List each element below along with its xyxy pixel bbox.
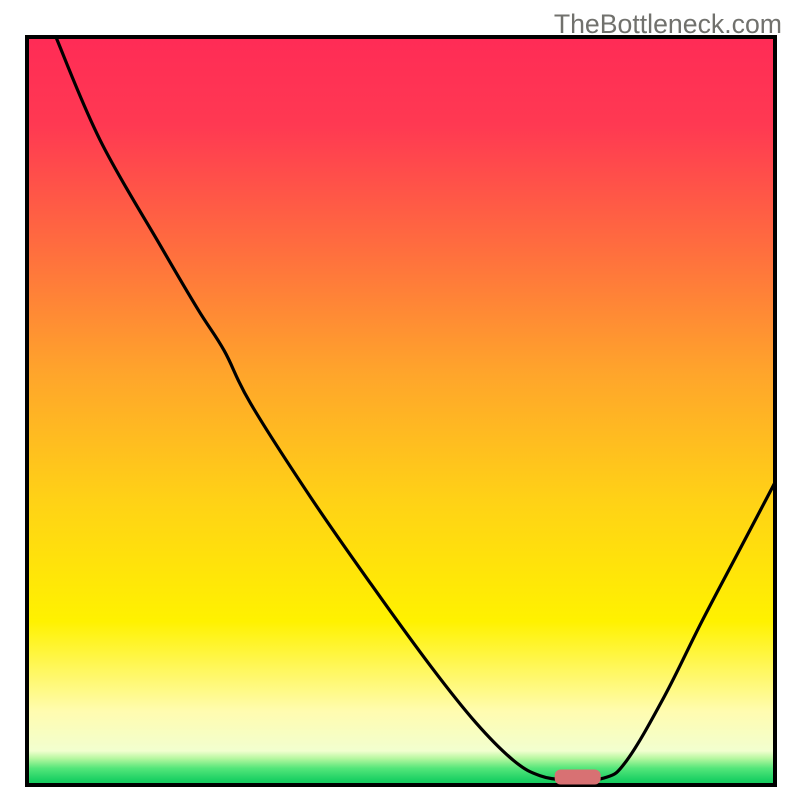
watermark-text: TheBottleneck.com bbox=[554, 9, 782, 40]
optimal-range-marker bbox=[554, 770, 601, 785]
chart-plot-area bbox=[25, 35, 777, 787]
chart-curve bbox=[25, 35, 777, 787]
